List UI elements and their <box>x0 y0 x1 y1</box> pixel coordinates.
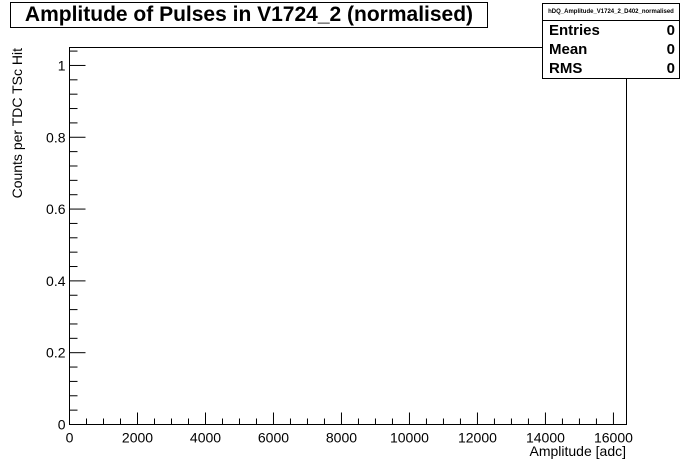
x-tick-label: 0 <box>66 430 74 446</box>
stats-entries-label: Entries <box>549 22 600 39</box>
y-tick-label: 0.8 <box>46 129 66 145</box>
stats-entries-value: 0 <box>666 22 675 39</box>
x-axis-tick-labels: 0 2000 4000 6000 8000 10000 12000 14000 16000 <box>66 430 634 446</box>
stats-histogram-name: hDQ_Amplitude_V1724_2_D402_normalised <box>543 4 679 21</box>
stats-mean-value: 0 <box>666 41 675 58</box>
chart-title: Amplitude of Pulses in V1724_2 (normalis… <box>10 2 488 28</box>
x-tick-label: 12000 <box>458 430 497 446</box>
y-axis-ticks <box>69 50 86 425</box>
y-tick-label: 0.4 <box>46 273 66 289</box>
stats-row-rms: RMS 0 <box>543 59 679 78</box>
x-axis-ticks <box>69 412 614 425</box>
y-tick-label: 0.6 <box>46 201 66 217</box>
stats-box: hDQ_Amplitude_V1724_2_D402_normalised En… <box>542 3 680 79</box>
x-tick-label: 4000 <box>190 430 221 446</box>
plot-frame <box>69 47 627 425</box>
x-tick-label: 16000 <box>594 430 633 446</box>
stats-row-mean: Mean 0 <box>543 40 679 59</box>
y-tick-label: 0 <box>58 417 66 433</box>
x-tick-label: 8000 <box>326 430 357 446</box>
y-axis-title: Counts per TDC TSc Hit <box>9 48 25 199</box>
y-tick-label: 1 <box>58 57 66 73</box>
stats-rms-label: RMS <box>549 60 583 77</box>
stats-mean-label: Mean <box>549 41 588 58</box>
x-tick-label: 10000 <box>390 430 429 446</box>
stats-row-entries: Entries 0 <box>543 21 679 40</box>
x-axis-title: Amplitude [adc] <box>530 443 627 459</box>
x-tick-label: 2000 <box>122 430 153 446</box>
y-tick-label: 0.2 <box>46 345 66 361</box>
x-tick-label: 6000 <box>258 430 289 446</box>
x-tick-label: 14000 <box>526 430 565 446</box>
stats-rms-value: 0 <box>666 60 675 77</box>
y-axis-tick-labels: 0 0.2 0.4 0.6 0.8 1 <box>46 57 66 432</box>
